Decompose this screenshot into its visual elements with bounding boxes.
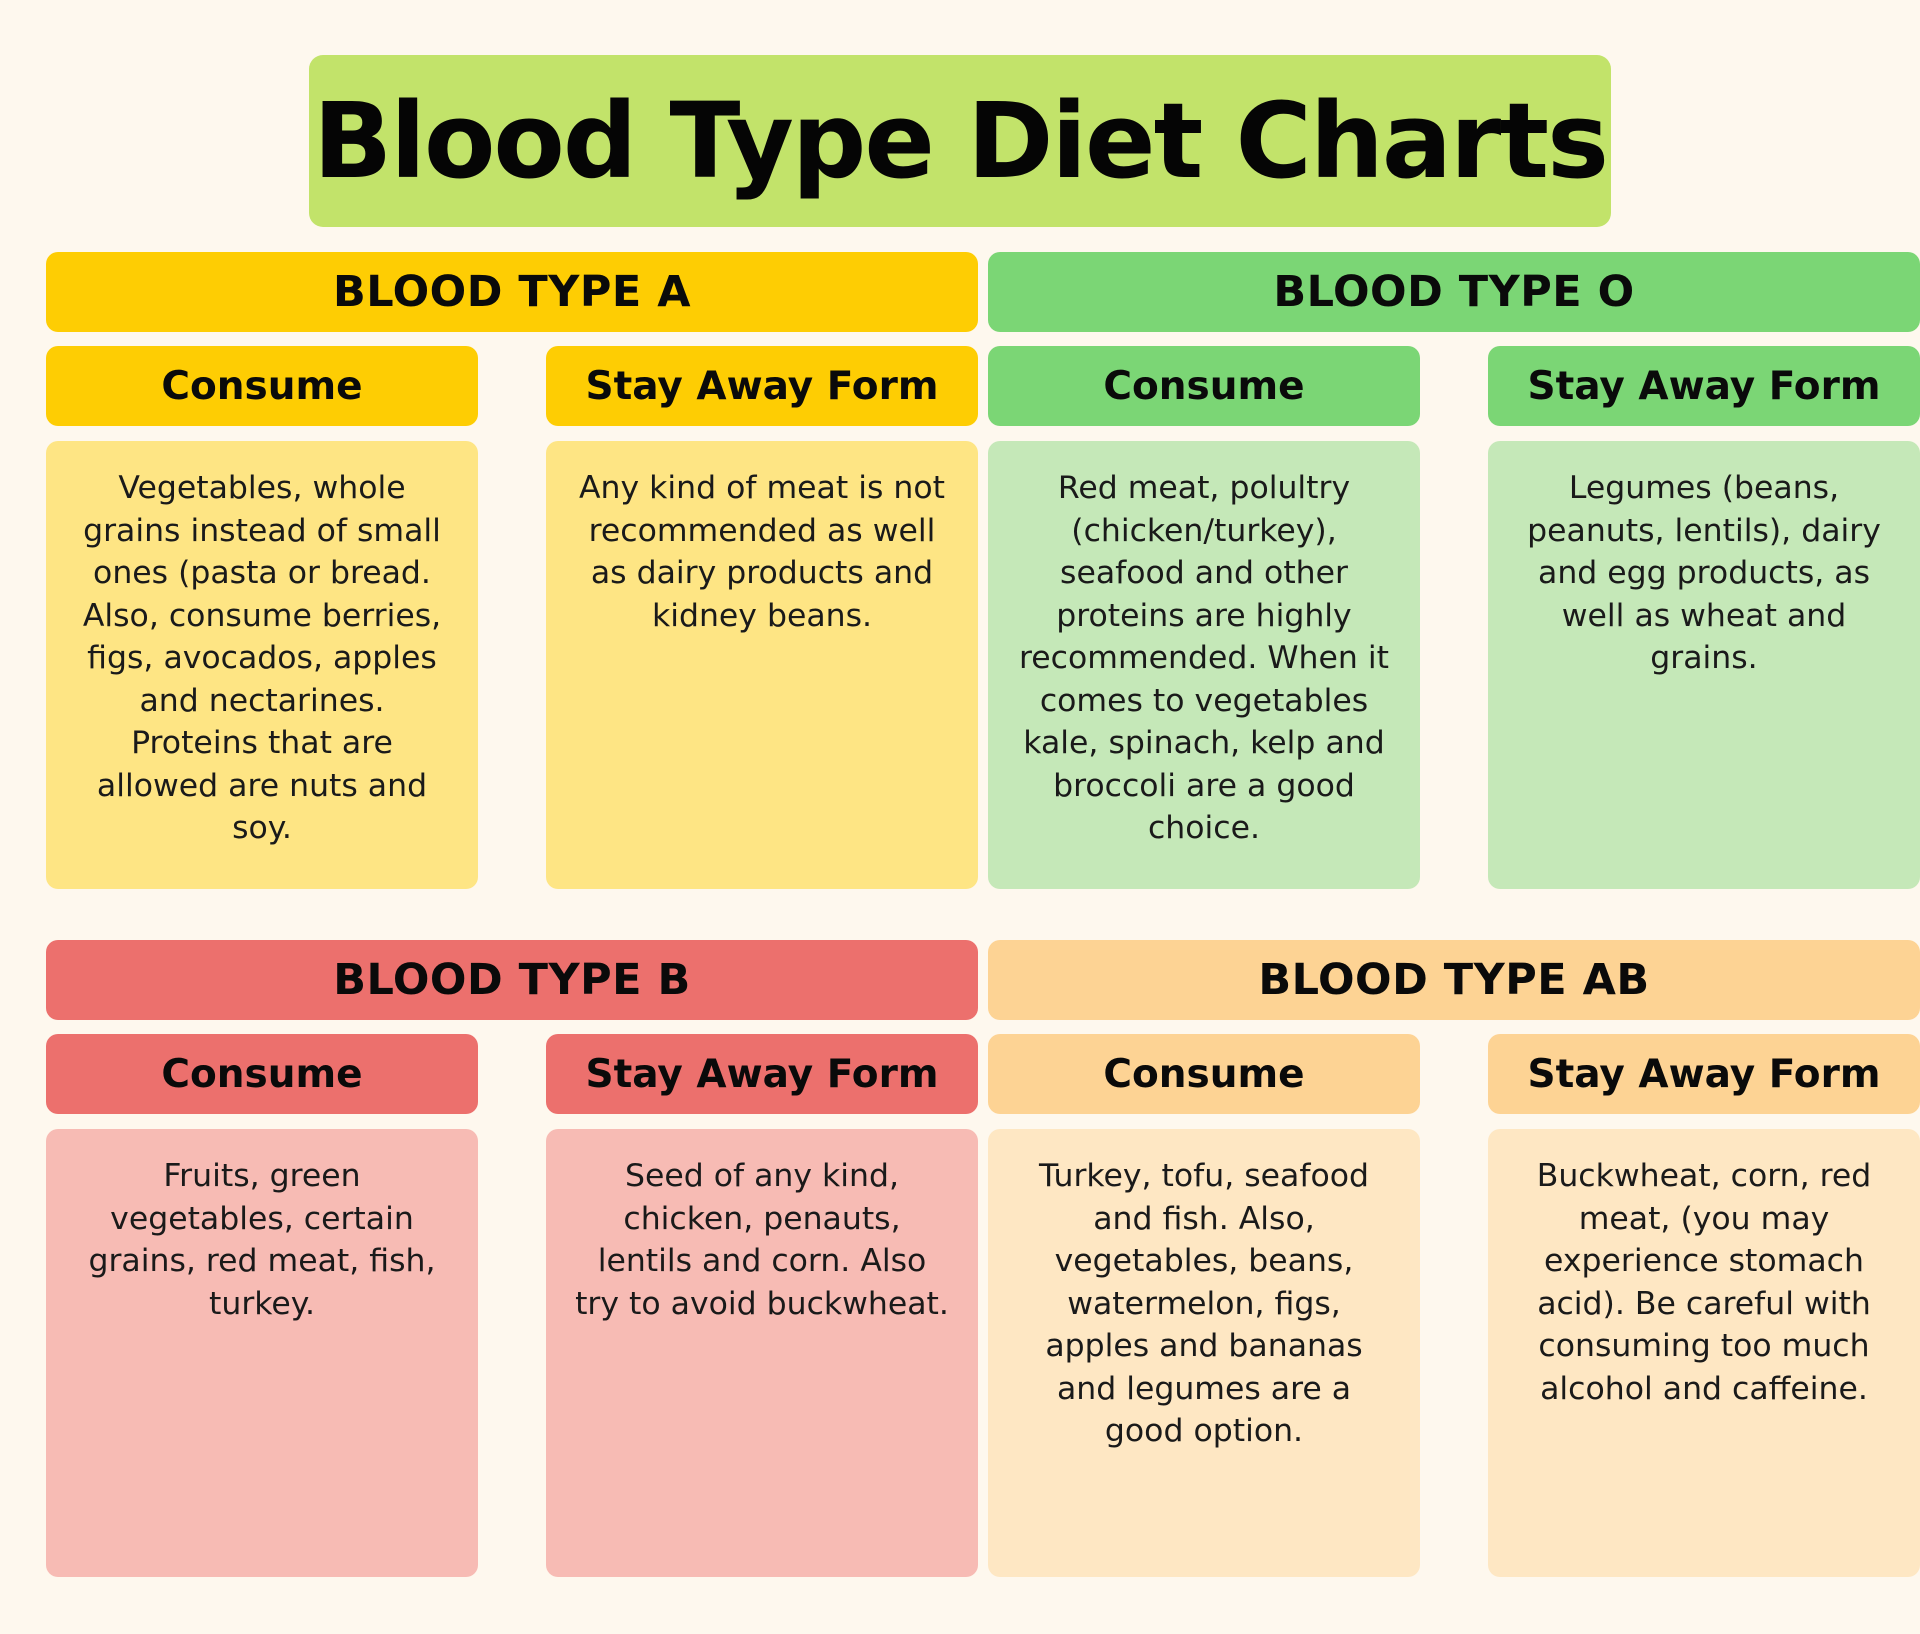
consume-header-type-ab: Consume: [988, 1034, 1420, 1114]
avoid-text-type-ab: Buckwheat, corn, red meat, (you may expe…: [1488, 1129, 1920, 1577]
panel-title-type-a: BLOOD TYPE A: [46, 252, 978, 332]
consume-column-type-b: Consume Fruits, green vegetables, certai…: [46, 1034, 478, 1577]
avoid-header-type-o: Stay Away Form: [1488, 346, 1920, 426]
avoid-text-type-b: Seed of any kind, chicken, penauts, lent…: [546, 1129, 978, 1577]
avoid-column-type-o: Stay Away Form Legumes (beans, peanuts, …: [1488, 346, 1920, 889]
title-banner: Blood Type Diet Charts: [309, 55, 1611, 227]
panel-type-ab: BLOOD TYPE AB Consume Turkey, tofu, seaf…: [988, 940, 1920, 1604]
panel-title-type-ab: BLOOD TYPE AB: [988, 940, 1920, 1020]
consume-header-type-b: Consume: [46, 1034, 478, 1114]
avoid-header-type-b: Stay Away Form: [546, 1034, 978, 1114]
panel-title-type-o: BLOOD TYPE O: [988, 252, 1920, 332]
consume-text-type-a: Vegetables, whole grains instead of smal…: [46, 441, 478, 889]
avoid-text-type-a: Any kind of meat is not recommended as w…: [546, 441, 978, 889]
avoid-column-type-ab: Stay Away Form Buckwheat, corn, red meat…: [1488, 1034, 1920, 1577]
avoid-header-type-ab: Stay Away Form: [1488, 1034, 1920, 1114]
consume-text-type-ab: Turkey, tofu, seafood and fish. Also, ve…: [988, 1129, 1420, 1577]
consume-header-type-o: Consume: [988, 346, 1420, 426]
panel-type-b: BLOOD TYPE B Consume Fruits, green veget…: [46, 940, 978, 1604]
consume-text-type-o: Red meat, polultry (chicken/turkey), sea…: [988, 441, 1420, 889]
panel-type-o: BLOOD TYPE O Consume Red meat, polultry …: [988, 252, 1920, 916]
page-title: Blood Type Diet Charts: [313, 80, 1609, 202]
panel-type-a: BLOOD TYPE A Consume Vegetables, whole g…: [46, 252, 978, 916]
consume-column-type-a: Consume Vegetables, whole grains instead…: [46, 346, 478, 889]
avoid-column-type-a: Stay Away Form Any kind of meat is not r…: [546, 346, 978, 889]
panel-title-type-b: BLOOD TYPE B: [46, 940, 978, 1020]
consume-text-type-b: Fruits, green vegetables, certain grains…: [46, 1129, 478, 1577]
avoid-text-type-o: Legumes (beans, peanuts, lentils), dairy…: [1488, 441, 1920, 889]
avoid-column-type-b: Stay Away Form Seed of any kind, chicken…: [546, 1034, 978, 1577]
avoid-header-type-a: Stay Away Form: [546, 346, 978, 426]
consume-column-type-o: Consume Red meat, polultry (chicken/turk…: [988, 346, 1420, 889]
consume-header-type-a: Consume: [46, 346, 478, 426]
consume-column-type-ab: Consume Turkey, tofu, seafood and fish. …: [988, 1034, 1420, 1577]
